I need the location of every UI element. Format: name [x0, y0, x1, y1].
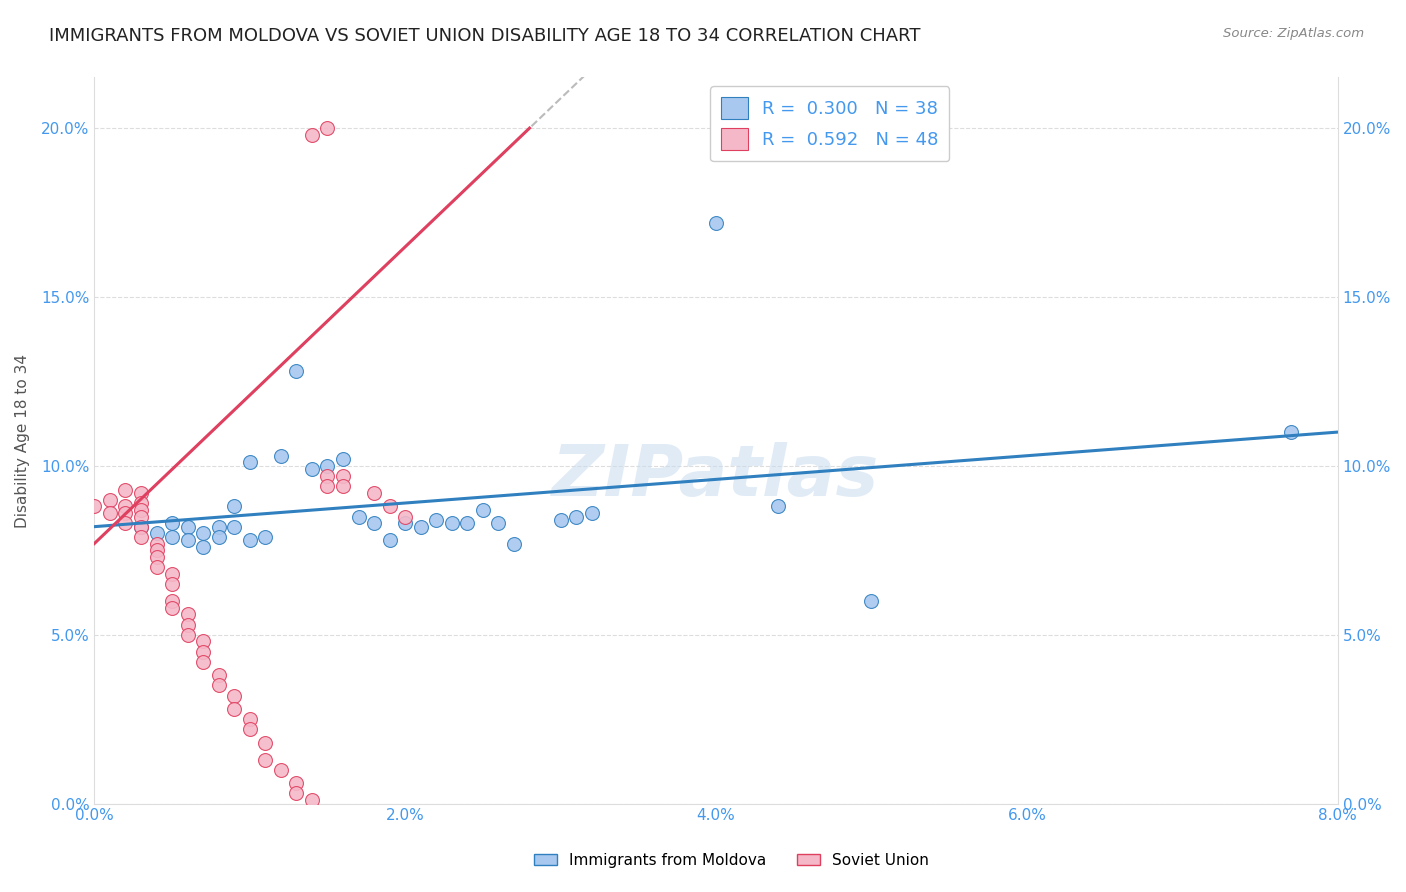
- Point: [456, 516, 478, 531]
- Point: [191, 645, 214, 659]
- Point: [129, 519, 152, 533]
- Point: [224, 500, 246, 514]
- Point: [285, 787, 308, 801]
- Point: [565, 509, 588, 524]
- Point: [114, 483, 136, 497]
- Point: [301, 793, 323, 807]
- Legend: Immigrants from Moldova, Soviet Union: Immigrants from Moldova, Soviet Union: [527, 847, 935, 873]
- Point: [440, 516, 463, 531]
- Text: ZIPatlas: ZIPatlas: [553, 442, 880, 511]
- Point: [129, 502, 152, 516]
- Point: [860, 594, 883, 608]
- Point: [191, 526, 214, 541]
- Point: [425, 513, 447, 527]
- Point: [1279, 425, 1302, 439]
- Point: [145, 560, 167, 574]
- Text: Source: ZipAtlas.com: Source: ZipAtlas.com: [1223, 27, 1364, 40]
- Point: [176, 617, 198, 632]
- Point: [394, 509, 416, 524]
- Point: [301, 462, 323, 476]
- Point: [208, 668, 231, 682]
- Point: [409, 519, 432, 533]
- Point: [378, 533, 401, 548]
- Y-axis label: Disability Age 18 to 34: Disability Age 18 to 34: [15, 353, 30, 527]
- Point: [83, 500, 105, 514]
- Point: [224, 519, 246, 533]
- Point: [503, 536, 526, 550]
- Point: [550, 513, 572, 527]
- Point: [191, 655, 214, 669]
- Point: [191, 540, 214, 554]
- Point: [224, 702, 246, 716]
- Point: [145, 550, 167, 565]
- Point: [394, 516, 416, 531]
- Point: [160, 594, 183, 608]
- Point: [332, 479, 354, 493]
- Point: [129, 486, 152, 500]
- Point: [98, 506, 121, 520]
- Point: [316, 479, 339, 493]
- Point: [208, 530, 231, 544]
- Point: [239, 533, 262, 548]
- Point: [176, 519, 198, 533]
- Point: [332, 469, 354, 483]
- Point: [114, 516, 136, 531]
- Point: [224, 689, 246, 703]
- Point: [98, 492, 121, 507]
- Point: [114, 506, 136, 520]
- Point: [129, 509, 152, 524]
- Point: [160, 566, 183, 581]
- Legend: R =  0.300   N = 38, R =  0.592   N = 48: R = 0.300 N = 38, R = 0.592 N = 48: [710, 87, 949, 161]
- Point: [316, 121, 339, 136]
- Point: [704, 216, 727, 230]
- Point: [160, 516, 183, 531]
- Point: [254, 753, 277, 767]
- Point: [270, 449, 292, 463]
- Point: [145, 526, 167, 541]
- Point: [239, 712, 262, 726]
- Point: [176, 607, 198, 622]
- Point: [301, 128, 323, 142]
- Point: [254, 736, 277, 750]
- Point: [145, 536, 167, 550]
- Point: [208, 519, 231, 533]
- Point: [114, 500, 136, 514]
- Text: IMMIGRANTS FROM MOLDOVA VS SOVIET UNION DISABILITY AGE 18 TO 34 CORRELATION CHAR: IMMIGRANTS FROM MOLDOVA VS SOVIET UNION …: [49, 27, 921, 45]
- Point: [129, 530, 152, 544]
- Point: [239, 723, 262, 737]
- Point: [378, 500, 401, 514]
- Point: [363, 486, 385, 500]
- Point: [191, 634, 214, 648]
- Point: [285, 776, 308, 790]
- Point: [332, 452, 354, 467]
- Point: [488, 516, 510, 531]
- Point: [347, 509, 370, 524]
- Point: [363, 516, 385, 531]
- Point: [285, 364, 308, 378]
- Point: [316, 458, 339, 473]
- Point: [768, 500, 790, 514]
- Point: [129, 519, 152, 533]
- Point: [581, 506, 603, 520]
- Point: [160, 577, 183, 591]
- Point: [145, 543, 167, 558]
- Point: [471, 502, 494, 516]
- Point: [176, 533, 198, 548]
- Point: [176, 628, 198, 642]
- Point: [316, 469, 339, 483]
- Point: [160, 530, 183, 544]
- Point: [239, 455, 262, 469]
- Point: [254, 530, 277, 544]
- Point: [160, 600, 183, 615]
- Point: [129, 496, 152, 510]
- Point: [270, 763, 292, 777]
- Point: [208, 678, 231, 692]
